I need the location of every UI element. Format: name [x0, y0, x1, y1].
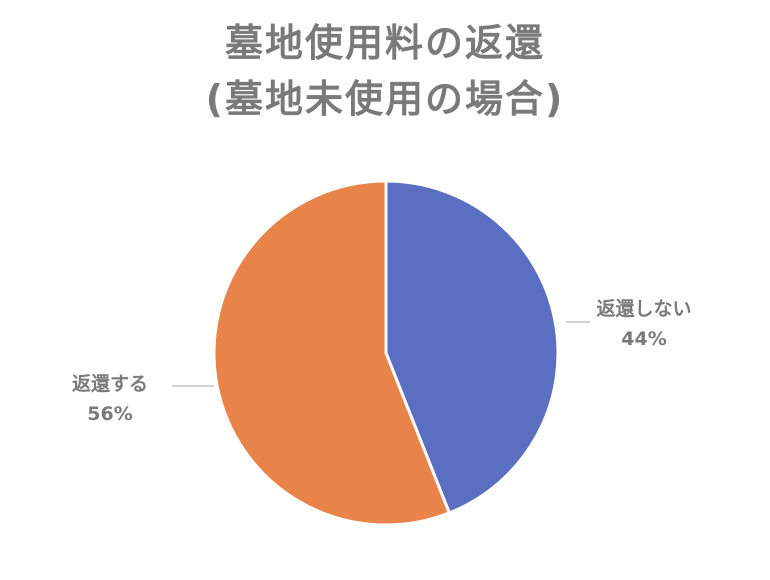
pie-slice-2 — [212, 179, 452, 527]
chart-title-line-2: (墓地未使用の場合) — [205, 77, 565, 121]
slice-value-label-2: 56% — [87, 403, 132, 425]
slice-label-2: 返還する — [72, 373, 148, 395]
slice-value-label-1: 44% — [621, 328, 666, 350]
slice-label-1: 返還しない — [596, 298, 691, 320]
chart-title-line-1: 墓地使用料の返還 — [224, 21, 545, 65]
pie-slice-1 — [384, 179, 560, 515]
